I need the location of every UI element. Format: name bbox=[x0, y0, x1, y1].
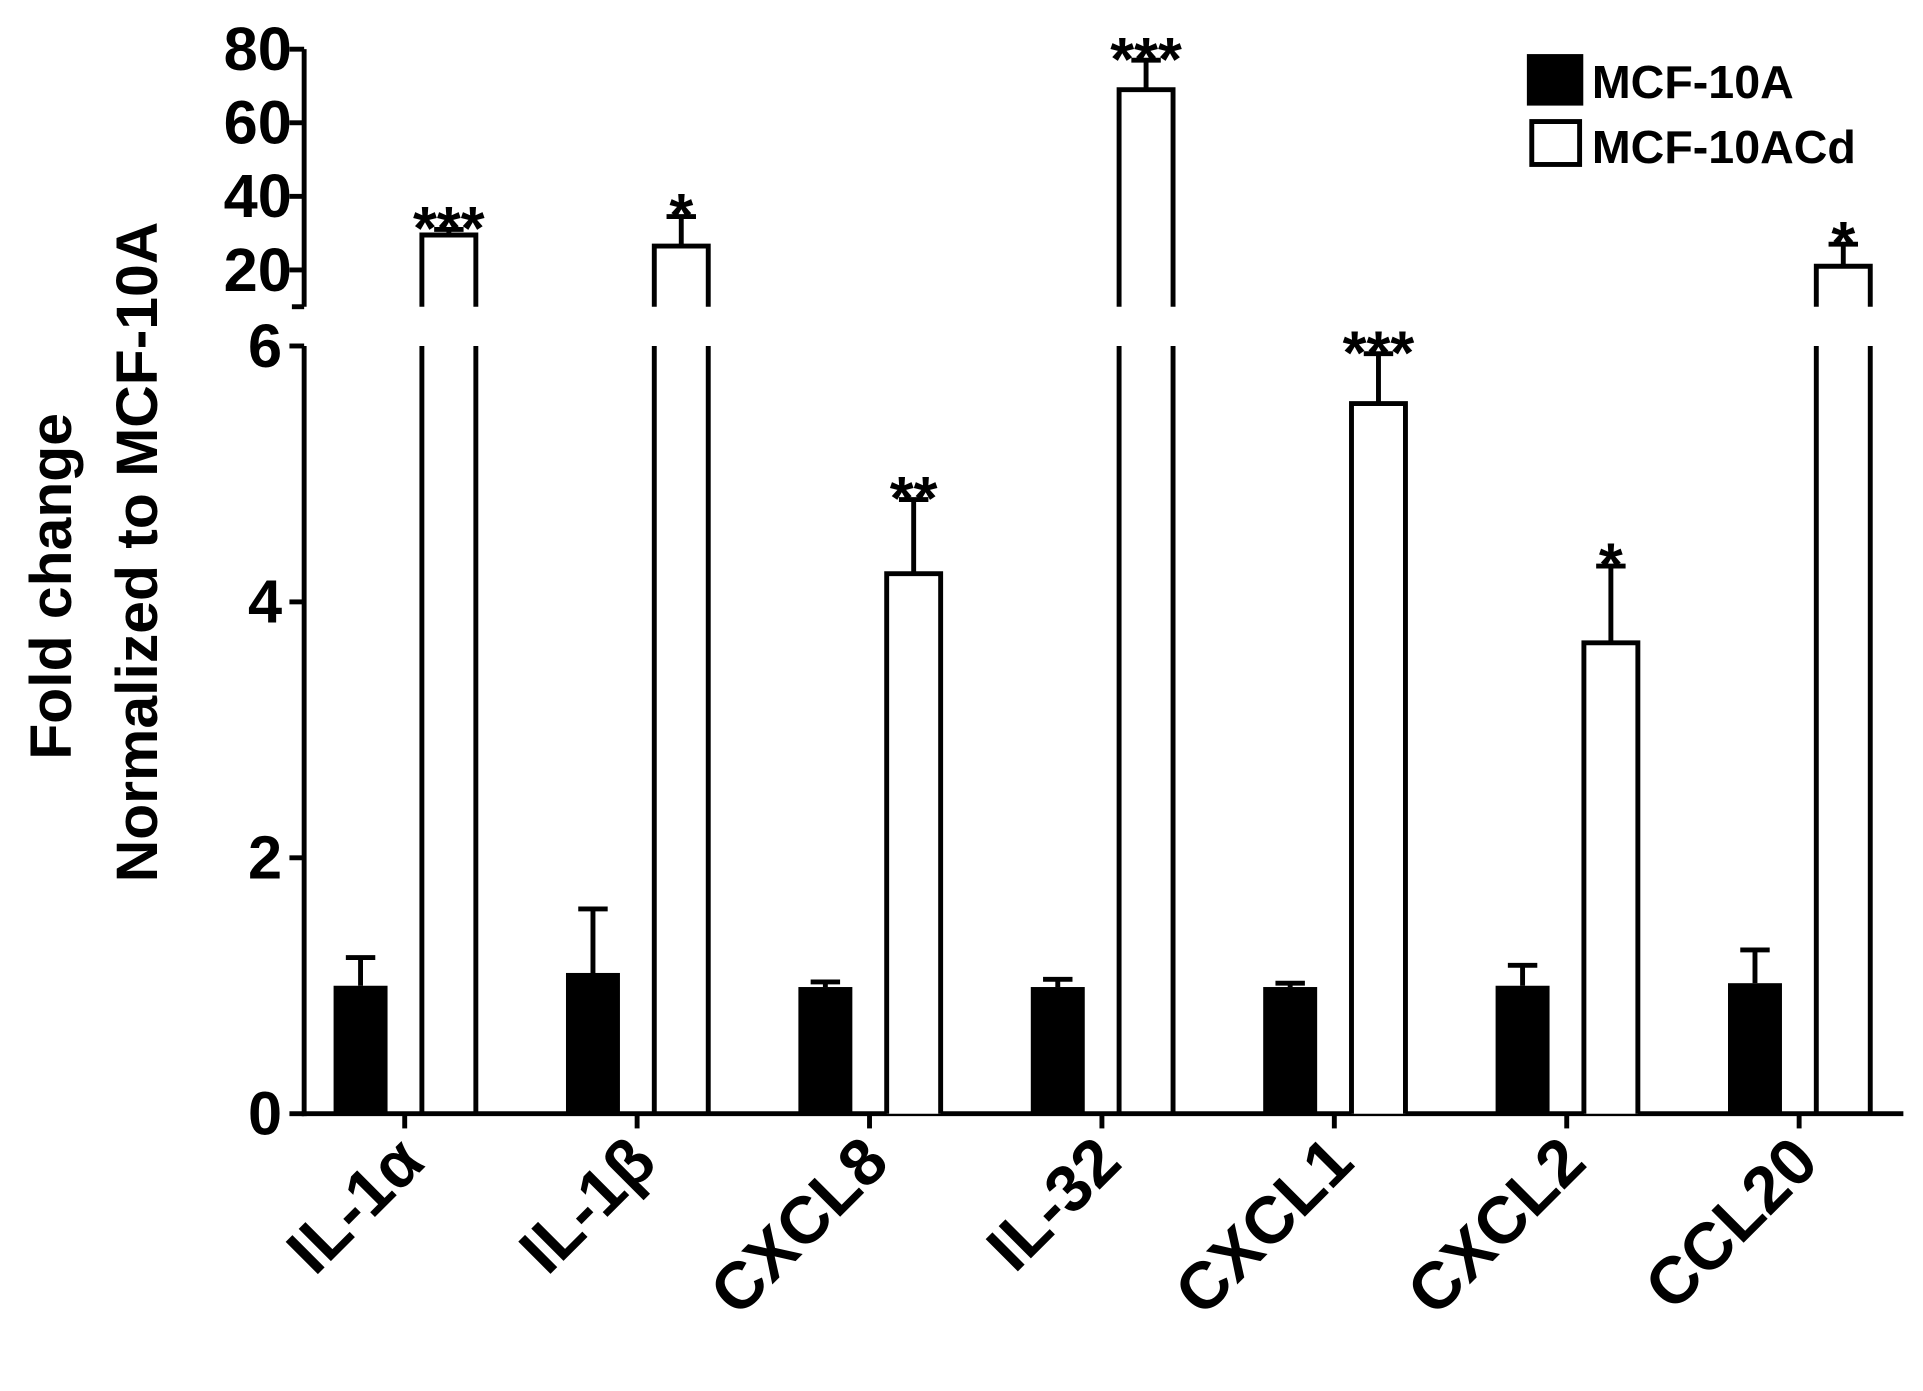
bar-mcf-10a bbox=[1495, 985, 1550, 1114]
legend-swatch-mcf-10a bbox=[1526, 54, 1584, 106]
x-tick-label: CXCL8 bbox=[696, 1123, 902, 1329]
significance-label: *** bbox=[1110, 24, 1182, 93]
bar-mcf-10acd bbox=[1581, 640, 1641, 1114]
bar-mcf-10acd-upper bbox=[1813, 263, 1873, 307]
y-tick-label: 80 bbox=[224, 14, 292, 83]
x-tick-label: IL-1β bbox=[506, 1123, 670, 1287]
bar-mcf-10acd-upper bbox=[1116, 87, 1176, 307]
legend-swatch-mcf-10acd bbox=[1529, 119, 1583, 167]
significance-label: *** bbox=[413, 193, 485, 262]
x-tick-label: CXCL2 bbox=[1394, 1123, 1600, 1329]
bar-mcf-10a bbox=[565, 972, 620, 1114]
x-tick-label: IL-1α bbox=[273, 1123, 438, 1288]
bar-mcf-10a bbox=[1263, 987, 1318, 1114]
y-tick-label: 4 bbox=[248, 567, 282, 636]
legend: MCF-10A MCF-10ACd bbox=[1526, 54, 1856, 173]
bar-mcf-10acd-lower bbox=[1116, 345, 1176, 1114]
significance-label: ** bbox=[890, 463, 938, 532]
x-tick-label: CCL20 bbox=[1631, 1123, 1832, 1324]
bar-mcf-10acd bbox=[884, 571, 944, 1114]
bar-mcf-10acd-upper bbox=[419, 232, 479, 307]
y-tick-label: 20 bbox=[224, 235, 292, 304]
bar-mcf-10acd-lower bbox=[419, 345, 479, 1114]
x-tick-label: IL-32 bbox=[973, 1123, 1135, 1285]
y-axis-title-line-2: Normalized to MCF-10A bbox=[105, 222, 170, 883]
bar-mcf-10a bbox=[1030, 987, 1085, 1114]
significance-label: * bbox=[669, 180, 693, 249]
axes bbox=[289, 46, 1904, 1129]
significance-label: * bbox=[1831, 208, 1855, 277]
bar-mcf-10acd-lower bbox=[1813, 345, 1873, 1114]
bars bbox=[333, 57, 1873, 1114]
legend-label-mcf-10acd: MCF-10ACd bbox=[1592, 121, 1856, 173]
x-tick-label: CXCL1 bbox=[1161, 1123, 1367, 1329]
y-tick-label: 2 bbox=[248, 823, 282, 892]
bar-mcf-10acd bbox=[1349, 401, 1408, 1114]
y-tick-label: 6 bbox=[248, 311, 282, 380]
bar-mcf-10acd-upper bbox=[651, 243, 711, 307]
bar-mcf-10a bbox=[1728, 983, 1782, 1114]
bar-mcf-10acd-lower bbox=[651, 345, 711, 1114]
y-tick-label: 0 bbox=[248, 1079, 282, 1148]
significance-label: * bbox=[1599, 530, 1623, 599]
significance-label: *** bbox=[1343, 317, 1415, 386]
y-tick-label: 60 bbox=[224, 88, 292, 157]
bar-mcf-10a bbox=[798, 987, 853, 1114]
legend-label-mcf-10a: MCF-10A bbox=[1592, 56, 1794, 108]
bar-mcf-10a bbox=[333, 985, 388, 1114]
y-tick-label: 40 bbox=[224, 161, 292, 230]
y-axis-title-line-1: Fold change bbox=[19, 413, 84, 760]
